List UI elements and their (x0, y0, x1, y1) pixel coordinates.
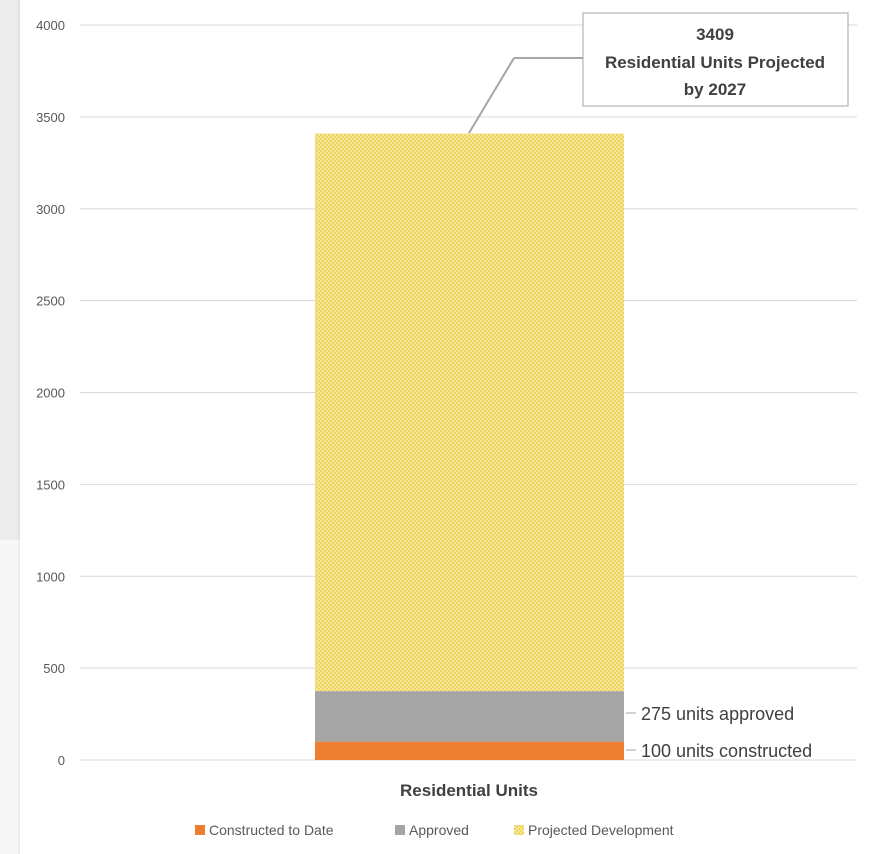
y-tick-label: 4000 (36, 18, 65, 33)
approved-data-label: 275 units approved (641, 704, 794, 724)
bar-segment-constructed-to-date (315, 741, 624, 760)
bar-segment-projected-development (315, 133, 624, 692)
legend-swatch-projected (514, 825, 524, 835)
legend-swatch-approved (395, 825, 405, 835)
callout-line2: by 2027 (684, 80, 746, 99)
background-panel (0, 540, 20, 854)
y-tick-label: 1500 (36, 477, 65, 492)
y-tick-label: 3500 (36, 110, 65, 125)
callout-box (582, 12, 849, 107)
x-axis-title: Residential Units (400, 781, 538, 800)
callout-line1: Residential Units Projected (605, 53, 825, 72)
bar-segment-approved (315, 691, 624, 742)
y-tick-label: 3000 (36, 202, 65, 217)
callout-leader-line (468, 57, 515, 134)
constructed-data-label: 100 units constructed (641, 741, 812, 761)
bars (315, 133, 624, 760)
legend-swatch-constructed (195, 825, 205, 835)
legend-label-projected: Projected Development (528, 822, 674, 838)
y-tick-label: 2500 (36, 294, 65, 309)
y-tick-label: 0 (58, 753, 65, 768)
y-tick-label: 2000 (36, 386, 65, 401)
y-tick-label: 1000 (36, 569, 65, 584)
legend: Constructed to Date Approved Projected D… (195, 822, 674, 838)
y-axis-ticks: 0 500 1000 1500 2000 2500 3000 3500 4000 (36, 18, 65, 768)
y-tick-label: 500 (43, 661, 65, 676)
legend-label-approved: Approved (409, 822, 469, 838)
legend-label-constructed: Constructed to Date (209, 822, 334, 838)
callout-value: 3409 (696, 25, 734, 44)
